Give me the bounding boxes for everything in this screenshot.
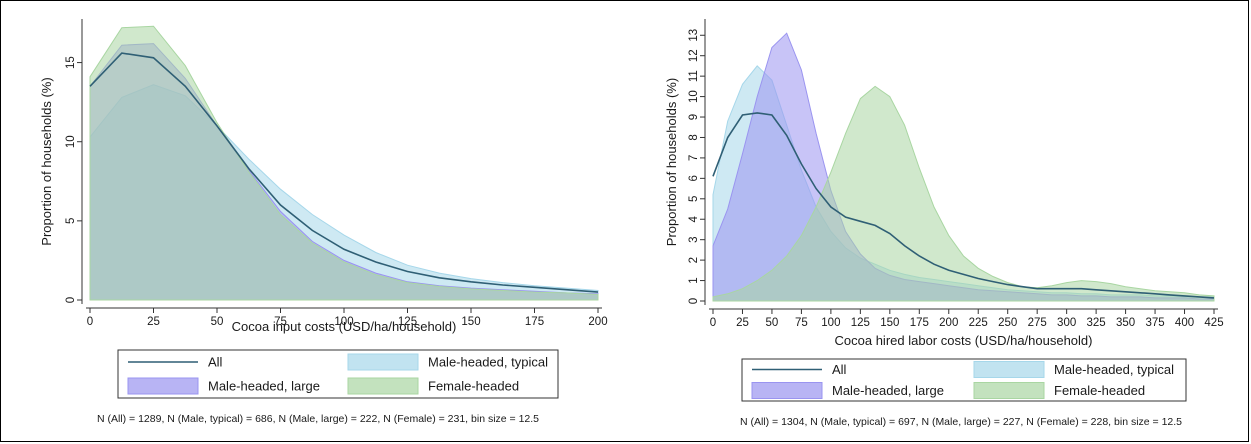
- x-tick-label: 50: [766, 317, 779, 329]
- legend-label: Female-headed: [428, 379, 519, 394]
- y-tick-label: 13: [688, 29, 700, 42]
- y-tick-label: 6: [688, 175, 700, 181]
- x-tick-label: 350: [1116, 317, 1135, 329]
- series-area-female-headed: [89, 25, 599, 301]
- x-tick-label: 150: [880, 317, 899, 329]
- x-tick-label: 225: [969, 317, 988, 329]
- series-line-all: [89, 52, 599, 293]
- x-tick-label: 100: [821, 317, 840, 329]
- y-tick-label: 10: [65, 135, 77, 148]
- x-tick-label: 425: [1204, 317, 1223, 329]
- x-tick-label: 175: [910, 317, 929, 329]
- x-tick-label: 0: [87, 316, 93, 328]
- x-tick-label: 375: [1145, 317, 1164, 329]
- y-tick-label: 0: [65, 297, 77, 303]
- legend-key-swatch: [973, 382, 1045, 399]
- x-tick-label: 200: [939, 317, 958, 329]
- sample-size-note: N (All) = 1289, N (Male, typical) = 686,…: [97, 413, 539, 425]
- x-tick-label: 125: [851, 317, 870, 329]
- legend-label: Male-headed, typical: [1054, 362, 1174, 377]
- y-tick-label: 7: [688, 155, 700, 161]
- x-tick-label: 100: [334, 316, 353, 328]
- y-tick-label: 10: [688, 90, 700, 103]
- x-tick-label: 150: [461, 316, 480, 328]
- x-tick-label: 75: [795, 317, 808, 329]
- y-axis-title: Proportion of households (%): [664, 78, 679, 246]
- y-tick-label: 0: [688, 298, 700, 304]
- x-tick-label: 25: [147, 316, 160, 328]
- y-tick-label: 15: [65, 56, 77, 69]
- legend-key-swatch: [347, 353, 419, 371]
- series-area-female-headed: [712, 85, 1215, 302]
- y-tick-label: 5: [688, 196, 700, 202]
- x-tick-label: 275: [1028, 317, 1047, 329]
- legend-label: Male-headed, large: [208, 379, 320, 394]
- x-tick-label: 400: [1175, 317, 1194, 329]
- x-tick-label: 50: [211, 316, 224, 328]
- y-tick-label: 12: [688, 49, 700, 62]
- sample-size-note: N (All) = 1304, N (Male, typical) = 697,…: [740, 416, 1182, 428]
- y-tick-label: 8: [688, 134, 700, 140]
- legend: All Male-headed, typical Male-headed, larg…: [117, 349, 559, 399]
- x-tick-label: 25: [736, 317, 749, 329]
- x-tick-label: 300: [1057, 317, 1076, 329]
- y-tick-label: 2: [688, 257, 700, 263]
- x-tick-label: 125: [398, 316, 417, 328]
- y-tick-label: 1: [688, 277, 700, 283]
- legend-key-swatch: [751, 382, 823, 399]
- legend-label: Male-headed, typical: [428, 355, 548, 370]
- x-tick-label: 200: [588, 316, 607, 328]
- x-tick-label: 75: [274, 316, 287, 328]
- x-axis-title: Cocoa input costs (USD/ha/household): [232, 319, 457, 334]
- y-tick-label: 3: [688, 236, 700, 242]
- legend-key-swatch: [347, 377, 419, 395]
- x-tick-label: 0: [710, 317, 716, 329]
- y-tick-label: 4: [688, 215, 700, 222]
- x-tick-label: 325: [1087, 317, 1106, 329]
- x-tick-label: 175: [525, 316, 544, 328]
- legend-label: Female-headed: [1054, 383, 1145, 398]
- y-axis-title: Proportion of households (%): [39, 77, 54, 245]
- y-tick-label: 9: [688, 114, 700, 120]
- x-tick-label: 250: [998, 317, 1017, 329]
- legend-label: All: [208, 355, 223, 370]
- legend-label: Male-headed, large: [832, 383, 944, 398]
- legend: All Male-headed, typical Male-headed, larg…: [741, 358, 1187, 402]
- legend-label: All: [832, 362, 847, 377]
- series-line-all: [712, 112, 1215, 299]
- x-axis-title: Cocoa hired labor costs (USD/ha/househol…: [835, 333, 1093, 348]
- legend-key-swatch: [127, 377, 199, 395]
- y-tick-label: 5: [65, 218, 77, 224]
- y-tick-label: 11: [688, 70, 700, 82]
- legend-key-swatch: [973, 361, 1045, 378]
